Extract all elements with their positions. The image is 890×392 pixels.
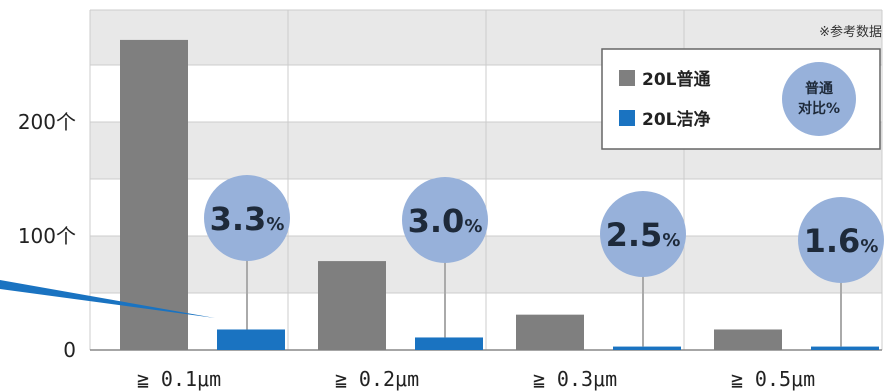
- bar-normal-3: [714, 329, 782, 350]
- bar-normal-2: [516, 314, 584, 350]
- x-tick-label: ≧ 0.1μm: [137, 367, 221, 391]
- bar-normal-0: [120, 39, 188, 351]
- reference-note: ※参考数据: [819, 24, 882, 40]
- x-axis: ≧ 0.1μm ≧ 0.2μm ≧ 0.3μm ≧ 0.5μm: [137, 367, 815, 391]
- ratio-circle-0: [204, 175, 290, 261]
- ratio-circle-2: [600, 191, 686, 277]
- bar-clean-1: [415, 337, 483, 350]
- pointer-arrow: [0, 280, 215, 318]
- bar-normal-1: [318, 261, 386, 350]
- x-tick-label: ≧ 0.5μm: [731, 367, 815, 391]
- bar-clean-3: [811, 346, 879, 350]
- ratio-label-1: 3.0%: [408, 202, 483, 240]
- ratio-label-0: 3.3%: [210, 200, 285, 238]
- x-tick-label: ≧ 0.3μm: [533, 367, 617, 391]
- legend-label-1: 20L洁净: [642, 109, 711, 130]
- y-tick-label: 0: [63, 338, 76, 362]
- bars: [120, 39, 879, 351]
- y-tick-label: 200个: [18, 110, 76, 134]
- ratio-label-2: 2.5%: [606, 216, 681, 254]
- legend-circle-text: 对比%: [798, 100, 840, 117]
- bar-clean-2: [613, 346, 681, 350]
- ratio-label-3: 1.6%: [804, 222, 879, 260]
- legend-swatch-0: [619, 70, 635, 86]
- legend-circle-text: 普通: [805, 80, 833, 97]
- ratio-circles: 3.3% 3.0% 2.5% 1.6%: [204, 175, 884, 347]
- x-tick-label: ≧ 0.2μm: [335, 367, 419, 391]
- legend-label-0: 20L普通: [642, 69, 711, 90]
- ratio-circle-3: [798, 197, 884, 283]
- y-tick-label: 100个: [18, 224, 76, 248]
- bar-clean-0: [217, 329, 285, 350]
- legend-swatch-1: [619, 110, 635, 126]
- y-axis: 0 100个 200个: [18, 110, 76, 362]
- ratio-circle-1: [402, 177, 488, 263]
- legend-circle: [782, 62, 856, 136]
